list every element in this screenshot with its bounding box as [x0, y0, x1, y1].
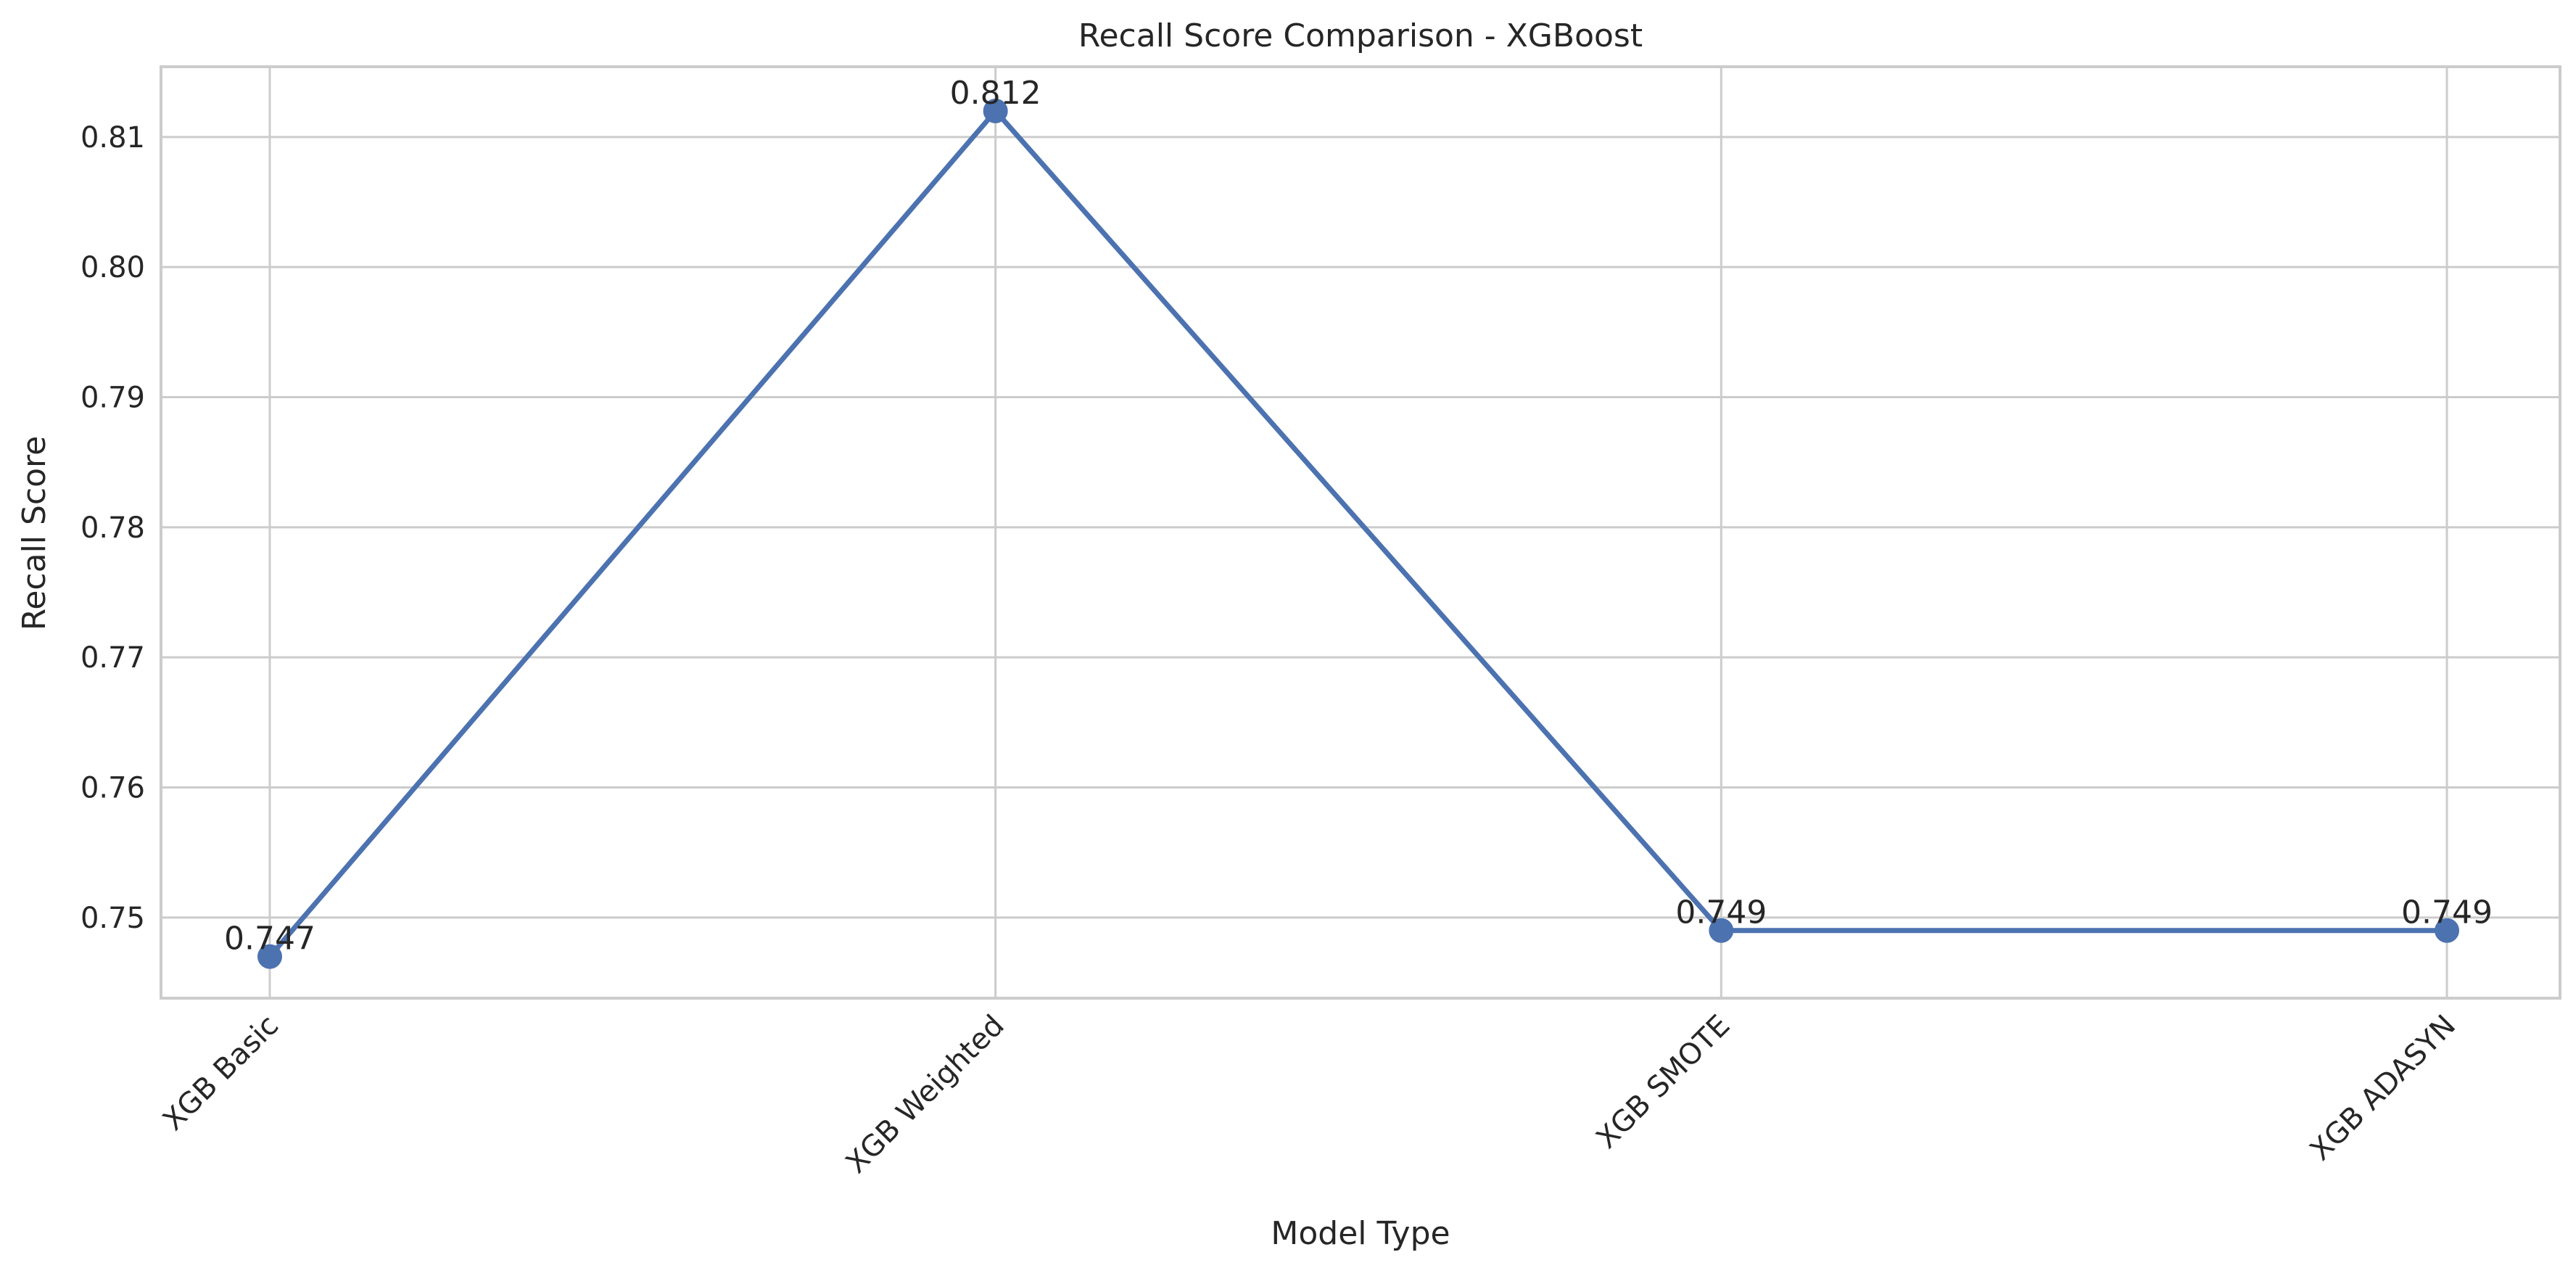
x-axis-label: Model Type [1271, 1215, 1450, 1252]
data-label: 0.749 [1675, 894, 1767, 931]
y-tick-label: 0.77 [80, 641, 145, 675]
data-label: 0.812 [950, 75, 1041, 112]
plot-frame [160, 65, 2561, 1000]
y-tick-label: 0.79 [80, 381, 145, 414]
y-tick-label: 0.81 [80, 121, 145, 155]
grid-lines [161, 67, 2560, 998]
data-label: 0.747 [224, 921, 315, 958]
data-point-marker [1709, 918, 1734, 943]
y-tick-label: 0.78 [80, 511, 145, 545]
plot-border [160, 65, 2561, 1000]
series-layer [257, 98, 2459, 969]
y-tick-label: 0.80 [80, 251, 145, 284]
chart-title: Recall Score Comparison - XGBoost [1078, 17, 1643, 54]
series-line [267, 108, 2450, 960]
data-point-marker [257, 944, 282, 969]
data-labels: 0.747 0.812 0.749 0.749 [224, 75, 2493, 958]
data-label: 0.749 [2401, 894, 2493, 931]
y-tick-label: 0.76 [80, 771, 145, 804]
y-axis-label: Recall Score [16, 436, 53, 631]
data-point-marker [983, 98, 1008, 123]
data-point-marker [2435, 918, 2459, 943]
y-tick-label: 0.75 [80, 902, 145, 935]
